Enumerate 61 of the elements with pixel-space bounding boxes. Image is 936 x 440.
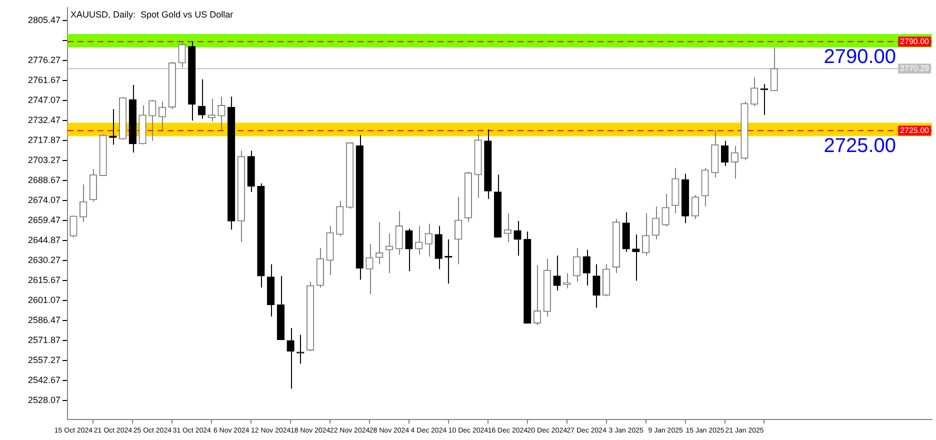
- candlestick: [514, 220, 522, 256]
- candlestick: [750, 76, 758, 107]
- candlestick: [198, 78, 206, 120]
- candlestick: [296, 334, 304, 364]
- candlestick: [730, 145, 738, 180]
- ref-line-label: 2770.29: [900, 64, 930, 73]
- annotation: 2725.00: [824, 135, 896, 158]
- candlestick: [642, 212, 650, 256]
- candlestick: [553, 255, 561, 291]
- y-tick-label: 2776.27: [28, 54, 61, 65]
- candlestick: [504, 212, 512, 243]
- ref-line-label: 2725.00: [900, 126, 930, 135]
- candlestick: [770, 46, 778, 92]
- candlestick: [208, 98, 216, 122]
- candlestick: [720, 140, 729, 166]
- candlestick: [434, 225, 442, 270]
- candlestick: [424, 223, 433, 258]
- y-tick-label: 2761.67: [28, 74, 61, 85]
- candlestick: [691, 194, 699, 220]
- y-tick-label: 2615.67: [28, 274, 61, 285]
- ref-line-label: 2790.00: [900, 36, 930, 46]
- y-tick-label: 2703.27: [28, 154, 61, 165]
- y-tick-label: 2571.87: [28, 334, 61, 345]
- candlestick: [405, 228, 413, 272]
- candlestick: [385, 232, 394, 274]
- candlestick: [79, 184, 88, 222]
- candlestick: [286, 327, 294, 390]
- annotation: 2790.00: [824, 46, 896, 68]
- y-tick-label: 2557.27: [28, 354, 61, 365]
- candlestick: [415, 225, 423, 256]
- y-tick-label: 2747.07: [28, 94, 61, 105]
- candlestick: [395, 210, 403, 256]
- y-tick-label: 2586.47: [28, 314, 61, 325]
- y-tick-label: 2601.07: [28, 294, 61, 305]
- chart-title: XAUUSD, Daily: Spot Gold vs US Dollar: [70, 9, 234, 20]
- y-tick-label: 2717.87: [28, 134, 61, 145]
- candlestick: [572, 248, 581, 282]
- candlestick: [592, 264, 600, 308]
- y-tick-label: 2732.47: [28, 114, 61, 125]
- candlestick: [218, 96, 226, 131]
- y-tick-label: 2528.07: [28, 394, 61, 405]
- candlestick: [89, 168, 98, 202]
- y-tick-label: 2630.27: [28, 254, 61, 265]
- y-tick-label: 2805.47: [28, 14, 61, 25]
- y-tick-label: 2674.07: [28, 194, 61, 205]
- candlestick: [178, 41, 186, 68]
- candlestick: [454, 196, 462, 265]
- y-tick-label: 2659.47: [28, 214, 61, 225]
- candlestick: [376, 221, 384, 265]
- y-tick-label: 2644.87: [28, 234, 61, 245]
- y-tick-label: 2688.67: [28, 174, 61, 185]
- candlestick: [366, 244, 374, 295]
- candlestick: [148, 99, 156, 142]
- y-tick-label: 2542.67: [28, 374, 61, 385]
- candlestick: [652, 206, 660, 240]
- candlestick: [662, 194, 670, 228]
- candlestick: [70, 215, 78, 238]
- candlestick: [533, 264, 542, 326]
- candlestick: [632, 234, 640, 282]
- candlestick: [582, 249, 590, 286]
- candlestick: [158, 100, 166, 131]
